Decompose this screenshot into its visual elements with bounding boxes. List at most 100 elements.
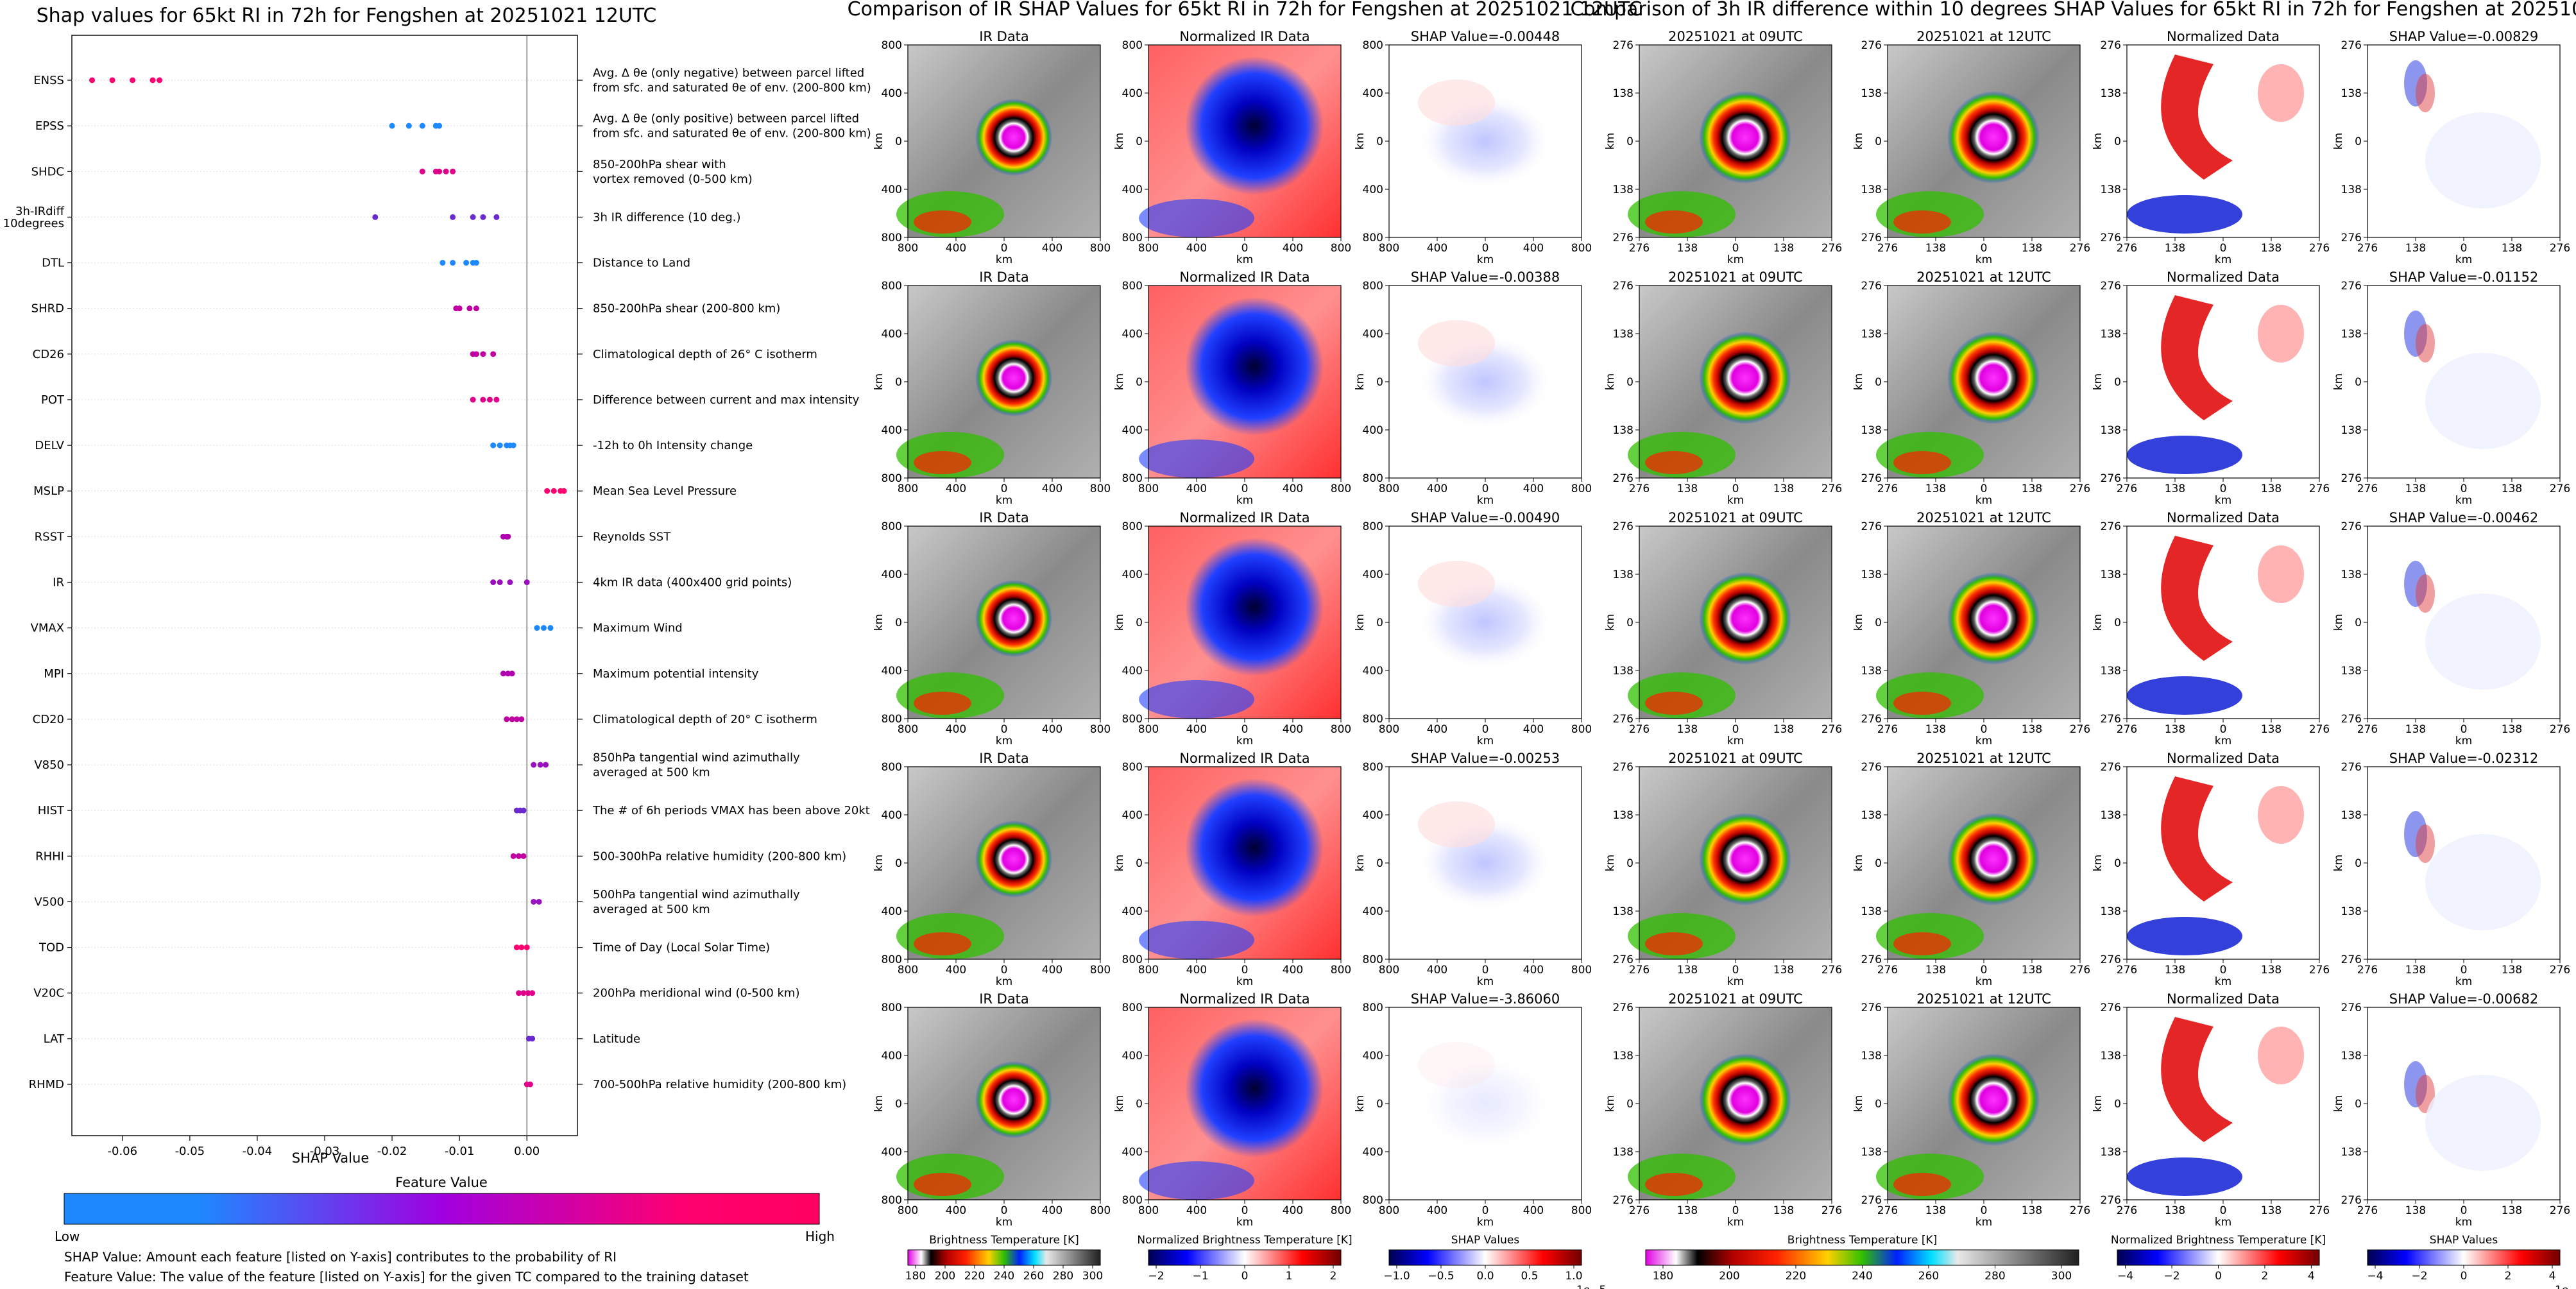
heatmap-x-tick-label: 800 — [1379, 723, 1399, 736]
panel-title: 20251021 at 12UTC — [1916, 751, 2051, 766]
heatmap-y-tick-label: 800 — [882, 280, 902, 293]
heatmap-y-tick-label: 400 — [1122, 809, 1143, 822]
shap-point — [480, 214, 486, 220]
heatmap-x-tick-label: 800 — [1571, 242, 1592, 255]
colorbar-tick-label: 2 — [2262, 1270, 2269, 1283]
feature-name: V850 — [34, 758, 64, 772]
heatmap-x-tick-label: 0 — [1241, 1204, 1249, 1217]
heatmap-x-axis-label: km — [1477, 494, 1494, 507]
diffshap-faint-region — [2425, 1075, 2541, 1171]
feature-description: -12h to 0h Intensity change — [593, 439, 753, 452]
shap-point — [450, 214, 456, 220]
heatmap-y-tick-label: 138 — [2341, 1050, 2362, 1063]
panel-title: Normalized Data — [2167, 269, 2280, 285]
shap-point — [497, 442, 503, 448]
heatmap-y-tick-label: 138 — [2341, 905, 2362, 918]
heatmap-x-tick-label: 800 — [1331, 723, 1351, 736]
shap-negative-region — [1418, 1055, 1553, 1152]
heatmap-x-tick-label: 400 — [1042, 482, 1062, 495]
feature-name: V20C — [33, 987, 64, 1000]
heatmap-x-tick-label: 276 — [1629, 242, 1650, 255]
colorbar-tick-label: 4 — [2308, 1270, 2315, 1283]
heatmap-x-tick-label: 800 — [1090, 482, 1111, 495]
heatmap-x-tick-label: 138 — [1925, 1204, 1946, 1217]
heatmap-x-tick-label: 276 — [2550, 964, 2570, 977]
heatmap-x-tick-label: 800 — [1331, 242, 1351, 255]
shap-point — [490, 442, 497, 448]
heatmap-x-tick-label: 138 — [1773, 723, 1794, 736]
ir-rainband-core — [1645, 451, 1703, 474]
heatmap-y-tick-label: 400 — [1363, 184, 1383, 196]
heatmap-y-tick-label: 0 — [895, 857, 902, 870]
heatmap-x-tick-label: 276 — [1877, 1204, 1898, 1217]
colorbar-tick-label: 0.5 — [1521, 1270, 1538, 1283]
heatmap-y-tick-label: 800 — [1363, 953, 1383, 966]
heatmap-y-axis-label: km — [1852, 614, 1865, 631]
heatmap-y-tick-label: 400 — [1122, 1146, 1143, 1159]
colorbar-tick-label: −2 — [1148, 1270, 1164, 1283]
colorbar-strip — [2117, 1249, 2320, 1266]
colorbar-scale: 1e−5 — [1576, 1284, 1606, 1289]
heatmap-x-tick-label: 800 — [1090, 964, 1111, 977]
colorbar-tick-label: 1.0 — [1565, 1270, 1582, 1283]
shap-point — [507, 579, 513, 585]
feature-description: Climatological depth of 26° C isotherm — [593, 348, 817, 361]
heatmap-x-tick-label: 138 — [2022, 964, 2042, 977]
shap-point — [493, 397, 500, 403]
x-tick-label: -0.01 — [445, 1145, 475, 1158]
heatmap-x-tick-label: 0 — [1241, 482, 1249, 495]
heatmap-y-tick-label: 0 — [1626, 1098, 1633, 1111]
colorbar-tick-label: 0.0 — [1476, 1270, 1494, 1283]
heatmap-y-tick-label: 0 — [1875, 135, 1882, 148]
colorbar-tick-label: −2 — [2164, 1270, 2180, 1283]
ir-rainband-core — [1645, 932, 1703, 955]
heatmap-x-tick-label: 0 — [2461, 723, 2468, 736]
colorbar-scale: 1e−5 — [2555, 1284, 2576, 1289]
heatmap-y-tick-label: 276 — [1861, 953, 1882, 966]
heatmap-x-tick-label: 276 — [2117, 242, 2137, 255]
heatmap-x-tick-label: 138 — [2261, 1204, 2282, 1217]
colorbar-strip — [1645, 1249, 2079, 1266]
ir-rainband-core — [1645, 210, 1703, 234]
shap-point — [443, 168, 449, 175]
shap-point — [439, 260, 446, 266]
heatmap-x-axis-label: km — [1477, 735, 1494, 747]
heatmap-y-tick-label: 0 — [2355, 376, 2362, 389]
heatmap-y-axis-label: km — [1852, 855, 1865, 871]
heatmap-x-tick-label: 0 — [1981, 482, 1988, 495]
heatmap-x-tick-label: 276 — [2550, 1204, 2570, 1217]
heatmap-y-tick-label: 138 — [2341, 424, 2362, 437]
shap-point — [149, 77, 156, 83]
heatmap-x-axis-label: km — [1975, 494, 1992, 507]
heatmap-y-tick-label: 276 — [2101, 713, 2121, 726]
heatmap-y-tick-label: 138 — [1861, 328, 1882, 341]
feature-name: LAT — [44, 1032, 65, 1046]
shap-points — [89, 77, 567, 1088]
feature-description: averaged at 500 km — [593, 766, 710, 780]
heatmap-x-axis-label: km — [2455, 494, 2472, 507]
heatmap-x-tick-label: 138 — [1925, 482, 1946, 495]
heatmap-x-tick-label: 800 — [1379, 482, 1399, 495]
heatmap-x-axis-label: km — [996, 1216, 1012, 1229]
ir-storm — [1947, 813, 2040, 905]
feature-description: vortex removed (0-500 km) — [593, 173, 753, 186]
colorbar-label: SHAP Values — [2430, 1234, 2498, 1247]
shap-point — [505, 533, 511, 540]
heatmap-y-axis-label: km — [2332, 133, 2345, 149]
feature-description: 700-500hPa relative humidity (200-800 km… — [593, 1078, 846, 1091]
heatmap-y-tick-label: 800 — [882, 232, 902, 244]
heatmap-y-tick-label: 138 — [1613, 87, 1633, 100]
colorbar-tick-label: −2 — [2411, 1270, 2427, 1283]
heatmap-x-tick-label: 276 — [1877, 242, 1898, 255]
heatmap-x-tick-label: 138 — [2405, 482, 2426, 495]
heatmap-x-tick-label: 138 — [2502, 723, 2522, 736]
heatmap-x-tick-label: 138 — [1773, 482, 1794, 495]
heatmap-y-tick-label: 800 — [1363, 1002, 1383, 1014]
diffnorm-cold-band — [2127, 1157, 2242, 1196]
heatmap-x-axis-label: km — [1236, 494, 1253, 507]
shap-point — [456, 305, 463, 312]
heatmap-y-tick-label: 0 — [1136, 857, 1143, 870]
heatmap-x-axis-label: km — [1236, 1216, 1253, 1229]
heatmap-x-tick-label: 400 — [1186, 1204, 1207, 1217]
norm-cold-core — [1185, 538, 1324, 676]
